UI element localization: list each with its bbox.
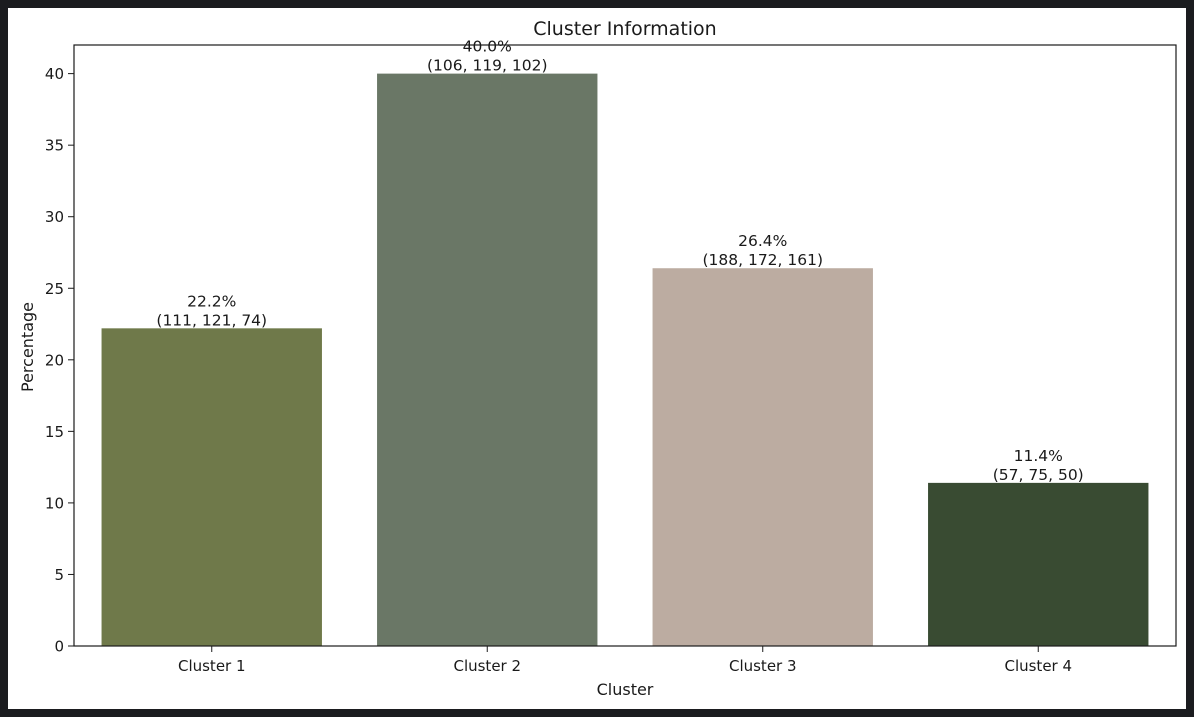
bar-percent-label: 26.4% (738, 232, 787, 250)
y-tick-label: 30 (45, 208, 64, 226)
x-tick-label: Cluster 3 (729, 657, 797, 675)
bar-rgb-label: (57, 75, 50) (993, 466, 1084, 484)
y-tick-label: 25 (45, 280, 64, 298)
bar-rgb-label: (188, 172, 161) (702, 251, 823, 269)
bars-layer (101, 73, 1149, 647)
y-tick-label: 20 (45, 351, 64, 369)
x-axis-label: Cluster (597, 680, 654, 699)
bar-percent-label: 22.2% (187, 292, 236, 310)
y-tick-label: 10 (45, 494, 64, 512)
y-tick-label: 40 (45, 65, 64, 83)
x-tick-label: Cluster 1 (178, 657, 246, 675)
y-tick-label: 35 (45, 137, 64, 155)
y-axis-label: Percentage (18, 302, 37, 392)
y-tick-label: 5 (54, 566, 64, 584)
y-axis-ticks: 0 5 10 15 20 25 30 35 40 (45, 65, 74, 656)
x-tick-label: Cluster 2 (453, 657, 521, 675)
bar (377, 73, 598, 647)
bar-rgb-label: (111, 121, 74) (156, 311, 267, 329)
bar-percent-label: 11.4% (1014, 447, 1063, 465)
plot-frame (73, 44, 1177, 647)
chart-title: Cluster Information (533, 18, 716, 40)
bar (101, 328, 322, 646)
x-tick-label: Cluster 4 (1004, 657, 1072, 675)
bar-percent-label: 40.0% (463, 38, 512, 56)
bar (652, 268, 873, 646)
y-tick-label: 15 (45, 423, 64, 441)
x-axis-ticks: Cluster 1 Cluster 2 Cluster 3 Cluster 4 (178, 646, 1072, 675)
bar (928, 482, 1149, 646)
bar-rgb-label: (106, 119, 102) (427, 57, 548, 75)
data-labels-layer: 22.2%(111, 121, 74) 40.0%(106, 119, 102) 2… (156, 38, 1083, 484)
y-tick-label: 0 (54, 638, 64, 656)
